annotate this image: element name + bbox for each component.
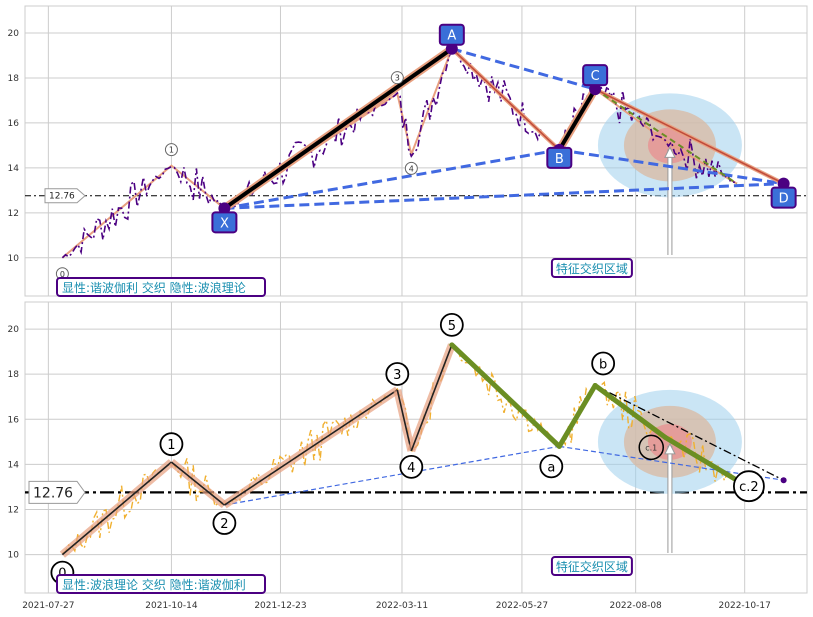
wave-point-label: 3	[395, 74, 400, 83]
wave-point-label: 1	[169, 146, 174, 155]
reference-line-tag	[44, 188, 86, 204]
corrective-leg	[662, 434, 740, 483]
x-tick-label: 2022-08-08	[609, 601, 662, 611]
y-tick-label: 10	[8, 254, 20, 264]
y-tick-label: 20	[8, 325, 20, 335]
zone-label: 特征交织区域	[556, 559, 628, 574]
wave-projection	[594, 88, 738, 185]
pattern-point-label: C	[591, 69, 600, 84]
y-tick-label: 14	[8, 460, 20, 470]
wave-point-label: a	[547, 460, 555, 475]
pattern-point-badge	[438, 23, 465, 46]
pattern-connector	[594, 384, 784, 481]
corrective-leg	[592, 382, 668, 440]
x-tick-label: 2022-10-17	[719, 601, 771, 611]
pattern-leg	[451, 48, 560, 151]
wave-point-label: 2	[220, 517, 228, 532]
y-tick-label: 20	[8, 29, 20, 39]
pattern-connector	[224, 182, 784, 210]
wave-point-label: b	[599, 357, 607, 372]
top-series-group	[61, 45, 785, 259]
zone-label-box	[550, 556, 633, 576]
y-tick-label: 10	[8, 551, 20, 561]
wave-leg	[396, 389, 413, 452]
corrective-leg	[449, 342, 562, 449]
pattern-point-badge	[582, 64, 609, 87]
wave-leg	[223, 389, 398, 506]
pattern-connector	[224, 445, 560, 506]
pattern-point-badge	[770, 186, 797, 209]
pattern-point-badge	[546, 146, 573, 169]
wave-point-label: 4	[407, 461, 415, 476]
zone-label: 特征交织区域	[556, 261, 628, 276]
pattern-connector	[224, 148, 560, 210]
price-line	[61, 48, 738, 259]
y-tick-label: 16	[8, 415, 20, 425]
wave-point-marker	[539, 454, 564, 479]
pattern-leg	[557, 88, 597, 151]
y-tick-label: 12	[8, 506, 19, 516]
wave-point-marker	[439, 312, 464, 337]
y-tick-label: 18	[8, 370, 20, 380]
reference-line-value: 12.76	[49, 192, 75, 202]
pattern-connector	[451, 47, 596, 91]
wave-point-label: 1	[167, 438, 175, 453]
bottom-panel: 10121416182012.76特征交织区域c.1012345abc.2显性:…	[8, 301, 808, 594]
bottom-series-group	[59, 342, 787, 558]
x-tick-label: 2021-07-27	[22, 601, 74, 611]
x-tick-label: 2021-10-14	[145, 601, 198, 611]
x-tick-label: 2021-12-23	[254, 601, 306, 611]
pattern-point-label: X	[220, 216, 229, 231]
wave-point-label: 3	[393, 368, 401, 383]
zone-pointer-head	[664, 442, 676, 455]
pattern-point-label: B	[555, 152, 564, 167]
top-panel: 10 12 14 16 18 20 12.76 特征交织区域 0 1 3 4 X A B C D 显性:谐波伽利 …	[8, 5, 808, 297]
wave-point-marker	[212, 511, 237, 535]
zone-pointer-head	[664, 146, 676, 158]
pattern-connector	[559, 445, 784, 481]
wave-point-marker	[385, 362, 410, 386]
wave-point-marker	[404, 161, 418, 175]
wave-point-marker	[390, 71, 404, 85]
wave-point-label: 0	[60, 270, 65, 279]
pattern-leg	[223, 47, 453, 210]
y-tick-label: 14	[8, 164, 20, 174]
pattern-point-badge	[211, 211, 238, 234]
reference-line-tag	[28, 480, 86, 504]
wave-point-label: 5	[448, 319, 456, 334]
reference-line-value: 12.76	[33, 485, 73, 501]
pattern-leg	[594, 88, 784, 185]
wave-point-marker	[399, 454, 424, 479]
caption-text: 显性:波浪理论 交织 隐性:谐波伽利	[62, 577, 246, 592]
y-tick-label: 12	[8, 209, 19, 219]
pattern-point-label: A	[447, 29, 456, 44]
wave-point-marker	[591, 351, 616, 376]
wave-leg	[170, 461, 225, 506]
pattern-point-label: D	[779, 192, 789, 207]
x-tick-label: 2022-05-27	[496, 601, 548, 611]
wave-point-label: 4	[409, 164, 414, 173]
caption-text: 显性:谐波伽利 交织 隐性:波浪理论	[62, 280, 246, 295]
pattern-point-dot	[780, 477, 787, 484]
wave-point-marker	[164, 143, 178, 157]
wave-point-marker	[638, 434, 664, 461]
zone-label-box	[550, 258, 633, 278]
caption-box	[56, 277, 266, 297]
pattern-connector	[559, 148, 784, 186]
x-tick-label: 2022-03-11	[376, 601, 428, 611]
wave-point-marker	[159, 432, 184, 457]
y-tick-label: 18	[8, 74, 20, 84]
wave-point-label: c.1	[645, 443, 657, 452]
wave-point-label: c.2	[739, 480, 759, 495]
y-tick-label: 16	[8, 119, 20, 129]
wave-point-marker	[733, 470, 765, 503]
corrective-leg	[556, 382, 598, 449]
caption-box	[56, 574, 266, 594]
x-axis: 2021-07-27 2021-10-14 2021-12-23 2022-03-11…	[22, 601, 771, 611]
wave-leg	[61, 461, 172, 556]
wave-leg	[410, 344, 453, 452]
